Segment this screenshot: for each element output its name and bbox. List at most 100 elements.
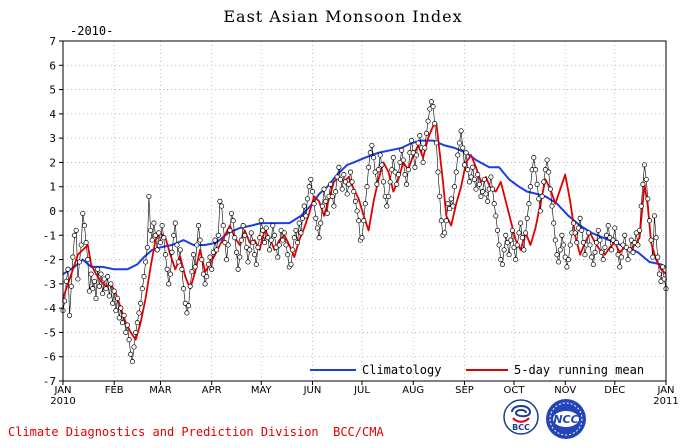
daily-index-point [650, 254, 656, 260]
daily-index-point [420, 159, 426, 165]
daily-index-point [658, 278, 664, 284]
daily-index-point [144, 244, 150, 250]
y-tick-label: 2 [49, 156, 56, 169]
daily-index-point [491, 201, 497, 207]
daily-index-point [630, 249, 636, 255]
daily-index-point [354, 208, 360, 214]
daily-index-point [445, 201, 451, 207]
daily-index-point [240, 223, 246, 229]
chart-title: East Asian Monsoon Index [223, 7, 462, 26]
daily-index-point [395, 172, 401, 178]
daily-index-point [556, 259, 562, 265]
daily-index-point [470, 164, 476, 170]
daily-index-point [296, 220, 302, 226]
daily-index-point [281, 230, 287, 236]
daily-index-point [437, 193, 443, 199]
daily-index-point [518, 220, 524, 226]
y-tick-label: 6 [49, 59, 56, 72]
daily-index-point [342, 179, 349, 185]
daily-index-point [224, 257, 230, 263]
daily-index-point [366, 164, 372, 170]
daily-index-point [392, 169, 398, 175]
daily-index-point [90, 286, 96, 292]
daily-index-point [537, 208, 543, 214]
daily-index-point [85, 257, 91, 263]
daily-index-point [280, 237, 286, 243]
x-tick-label: AUG [402, 385, 424, 396]
daily-index-point [460, 145, 466, 151]
daily-index-point [182, 300, 188, 306]
daily-index-point [217, 198, 223, 204]
daily-index-point [210, 249, 216, 255]
daily-index-point [527, 184, 534, 190]
daily-index-point [232, 235, 238, 241]
daily-index-point [475, 172, 481, 178]
daily-index-point [359, 235, 365, 241]
daily-index-point [190, 252, 197, 258]
daily-index-point [306, 184, 312, 190]
daily-index-point [328, 181, 334, 187]
daily-index-point [138, 300, 144, 306]
daily-index-point [526, 201, 532, 207]
daily-index-point [337, 176, 344, 182]
bcc-logo: BCC [503, 399, 539, 435]
daily-index-point [316, 235, 322, 241]
daily-index-point [503, 232, 509, 238]
daily-index-point [253, 261, 259, 267]
daily-index-point [607, 235, 613, 241]
daily-index-point [481, 176, 487, 182]
daily-index-point [86, 288, 92, 294]
daily-index-point [260, 227, 266, 233]
daily-index-point [212, 237, 218, 243]
daily-index-point [301, 203, 307, 209]
daily-index-point [390, 155, 396, 161]
daily-index-point [270, 223, 276, 229]
daily-index-point [334, 174, 340, 180]
daily-index-point [557, 247, 563, 253]
daily-index-point [293, 227, 299, 233]
daily-index-point [410, 150, 416, 156]
daily-index-point [106, 293, 112, 299]
daily-index-point [448, 196, 454, 202]
daily-index-point [93, 295, 99, 301]
daily-index-point [96, 283, 102, 289]
daily-index-point [349, 179, 355, 185]
daily-index-point [471, 176, 477, 182]
daily-index-point [379, 162, 385, 168]
daily-index-point [136, 310, 142, 316]
daily-index-point [521, 247, 527, 253]
daily-index-point [362, 201, 368, 207]
daily-index-point [476, 181, 482, 187]
daily-index-point [415, 140, 421, 146]
daily-index-point [80, 210, 86, 216]
daily-index-point [200, 271, 206, 277]
daily-index-point [451, 184, 458, 190]
daily-index-point [268, 237, 274, 243]
x-tick-label: JAN [656, 385, 674, 396]
x-tick-label: JAN [53, 385, 71, 396]
daily-index-point [559, 232, 565, 238]
daily-index-point [547, 186, 553, 192]
y-tick-label: 7 [49, 35, 56, 48]
daily-index-point [590, 261, 596, 267]
daily-index-point [248, 230, 254, 236]
daily-index-point [501, 247, 507, 253]
daily-index-point [404, 181, 410, 187]
daily-index-point [473, 186, 479, 192]
daily-index-point [121, 312, 127, 318]
daily-index-point [128, 351, 134, 357]
daily-index-point [432, 121, 438, 127]
daily-index-point [314, 225, 320, 231]
daily-index-point [412, 164, 418, 170]
daily-index-point [245, 259, 251, 265]
daily-index-point [124, 322, 130, 328]
daily-index-point [447, 206, 453, 212]
daily-index-point [585, 230, 591, 236]
daily-index-point [199, 257, 205, 263]
daily-index-point [498, 257, 504, 263]
daily-index-point [541, 179, 547, 185]
daily-index-point [425, 118, 431, 124]
daily-index-point [164, 266, 170, 272]
daily-index-point [561, 242, 567, 248]
daily-index-point [347, 169, 354, 175]
